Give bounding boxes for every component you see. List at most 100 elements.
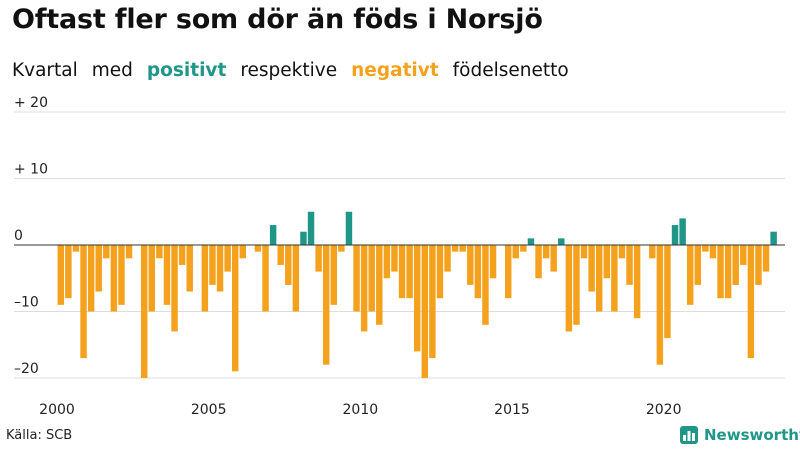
bar-negative	[467, 245, 474, 285]
bar-negative	[580, 245, 588, 259]
bar-negative	[686, 245, 694, 305]
bar-negative	[565, 245, 573, 332]
bar-negative	[186, 245, 193, 292]
bar-negative	[285, 245, 292, 285]
x-tick-label: 2015	[494, 402, 530, 418]
bar-negative	[57, 245, 65, 305]
bar-negative	[224, 245, 231, 272]
brand-logo: Newsworthy	[680, 426, 800, 444]
bar-negative	[626, 245, 633, 285]
bar-negative	[762, 245, 770, 272]
bar-negative	[338, 245, 345, 252]
bar-negative	[383, 245, 391, 279]
bar-negative	[633, 245, 641, 319]
bar-positive	[679, 218, 686, 245]
bar-negative	[254, 245, 262, 252]
bar-negative	[118, 245, 125, 305]
bar-negative	[429, 245, 436, 359]
bar-positive	[300, 231, 307, 245]
bar-positive	[558, 238, 565, 245]
bar-negative	[125, 245, 133, 259]
bar-negative	[459, 245, 466, 252]
x-tick-label: 2020	[646, 402, 682, 418]
bar-negative	[504, 245, 512, 299]
bar-negative	[740, 245, 747, 265]
bar-negative	[694, 245, 702, 285]
bar-negative	[611, 245, 618, 312]
bar-negative	[315, 245, 322, 272]
bar-negative	[717, 245, 724, 299]
x-tick-label: 2010	[343, 402, 379, 418]
bar-negative	[87, 245, 95, 312]
bar-negative	[595, 245, 603, 312]
subtitle-word: med	[91, 60, 133, 81]
x-tick-label: 2005	[191, 402, 227, 418]
bar-negative	[482, 245, 489, 325]
bar-negative	[103, 245, 110, 259]
y-tick-label: –10	[14, 295, 39, 311]
bar-negative	[391, 245, 398, 272]
bar-negative	[292, 245, 300, 312]
subtitle-word: Kvartal	[12, 60, 78, 81]
bar-positive	[527, 238, 535, 245]
bar-negative	[163, 245, 171, 305]
chart-title: Oftast fler som dör än föds i Norsjö	[12, 4, 543, 35]
chart-subtitle: Kvartal med positivt respektive negativt föde…	[12, 60, 583, 81]
bar-negative	[171, 245, 178, 332]
bar-negative	[209, 245, 216, 285]
bar-negative	[444, 245, 451, 272]
bar-negative	[231, 245, 239, 372]
bar-negative	[140, 245, 148, 378]
bar-negative	[413, 245, 421, 352]
bar-negative	[65, 245, 72, 299]
bar-negative	[330, 245, 338, 305]
bar-negative	[156, 245, 163, 259]
bar-negative	[421, 245, 429, 378]
bar-negative	[747, 245, 755, 359]
bar-negative	[216, 245, 224, 292]
bar-positive	[671, 225, 679, 245]
bar-positive	[345, 211, 353, 245]
bar-negative	[489, 245, 497, 279]
bar-negative	[535, 245, 542, 279]
bar-positive	[770, 231, 777, 245]
subtitle-word: respektive	[240, 60, 338, 81]
bar-positive	[307, 211, 315, 245]
bar-negative	[148, 245, 156, 312]
bar-negative	[702, 245, 709, 252]
y-tick-label: 0	[14, 228, 23, 244]
bar-negative	[755, 245, 762, 285]
bar-negative	[732, 245, 739, 285]
bar-negative	[618, 245, 626, 259]
bar-negative	[201, 245, 209, 312]
bar-negative	[322, 245, 330, 365]
newsworthy-logo-icon	[680, 426, 698, 444]
bar-negative	[656, 245, 664, 365]
bar-negative	[436, 245, 444, 299]
bar-negative	[664, 245, 671, 339]
bar-negative	[398, 245, 406, 299]
y-tick-label: + 20	[14, 95, 48, 111]
bar-negative	[353, 245, 360, 312]
bar-negative	[451, 245, 459, 252]
bar-negative	[80, 245, 87, 359]
bar-negative	[542, 245, 550, 259]
bar-negative	[520, 245, 527, 252]
bar-negative	[550, 245, 557, 272]
bar-negative	[110, 245, 118, 312]
bar-negative	[724, 245, 732, 299]
bar-negative	[239, 245, 247, 259]
bar-negative	[588, 245, 595, 292]
source-note: Källa: SCB	[6, 428, 73, 443]
brand-name: Newsworthy	[704, 426, 800, 444]
legend-positive: positivt	[146, 60, 227, 81]
x-tick-label: 2000	[39, 402, 75, 418]
bar-negative	[178, 245, 186, 265]
bar-negative	[474, 245, 482, 299]
y-tick-label: + 10	[14, 162, 48, 178]
bar-negative	[709, 245, 717, 259]
bar-negative	[368, 245, 375, 312]
bar-negative	[360, 245, 368, 332]
bar-negative	[72, 245, 80, 252]
